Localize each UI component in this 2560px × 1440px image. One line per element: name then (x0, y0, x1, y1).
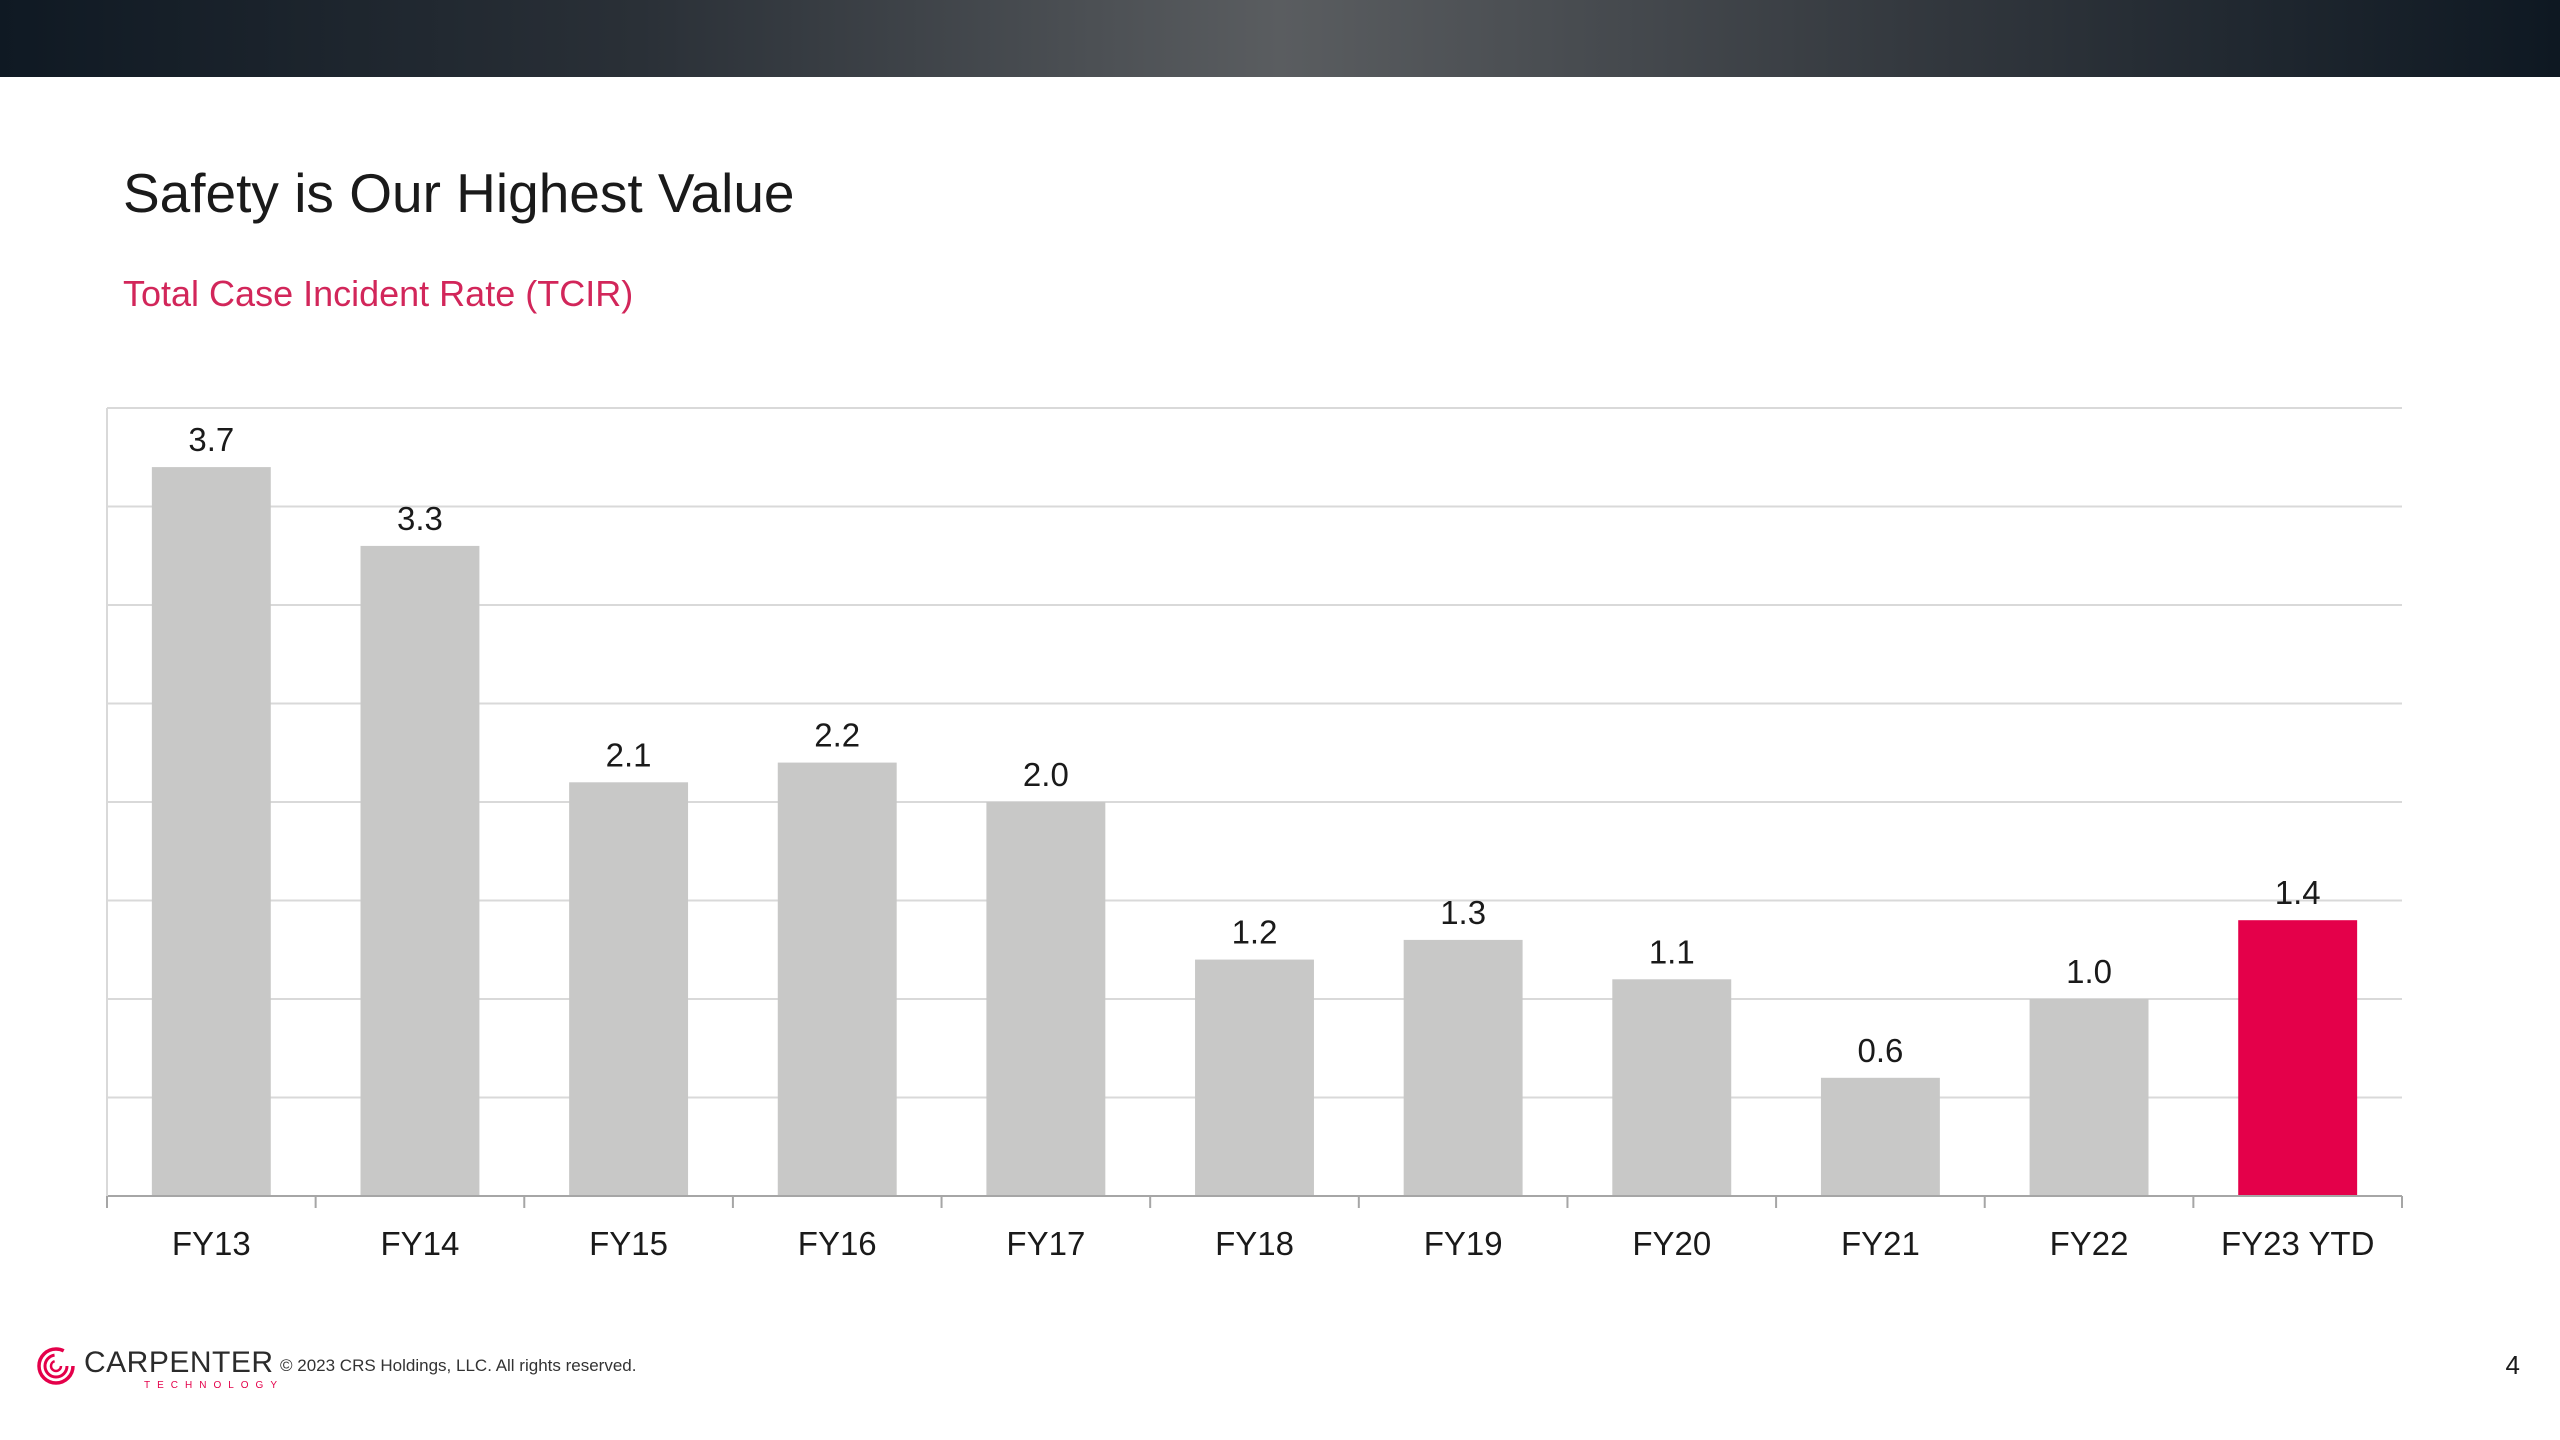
bars (151, 467, 2358, 1197)
bar-fy17 (986, 802, 1106, 1196)
data-label: 1.3 (1440, 894, 1486, 931)
x-tick-label: FY19 (1424, 1225, 1503, 1262)
bar-fy20 (1612, 979, 1732, 1196)
carpenter-swirl-icon (37, 1347, 75, 1385)
data-label: 2.0 (1023, 756, 1069, 793)
footer: CARPENTER TECHNOLOGY © 2023 CRS Holdings… (36, 1340, 2536, 1396)
data-label: 3.3 (397, 500, 443, 537)
x-tick-label: FY17 (1006, 1225, 1085, 1262)
top-header-band (0, 0, 2560, 77)
bar-fy16 (777, 762, 897, 1196)
x-tick-label: FY18 (1215, 1225, 1294, 1262)
data-label: 1.0 (2066, 953, 2112, 990)
x-tick-label: FY15 (589, 1225, 668, 1262)
company-name: CARPENTER (84, 1346, 274, 1379)
bar-fy13 (151, 467, 271, 1197)
data-label: 2.1 (606, 736, 652, 773)
page-number: 4 (2505, 1350, 2520, 1380)
carpenter-logo: CARPENTER TECHNOLOGY (36, 1340, 277, 1396)
copyright-notice: © 2023 CRS Holdings, LLC. All rights res… (280, 1356, 637, 1375)
x-tick-label: FY21 (1841, 1225, 1920, 1262)
x-tick-label: FY16 (798, 1225, 877, 1262)
labels: 3.7 FY13 3.3 FY14 2.1 FY15 2.2 FY16 2.0 FY17 1.2 FY… (172, 421, 2375, 1262)
data-label: 0.6 (1857, 1032, 1903, 1069)
x-tick-label: FY23 YTD (2221, 1225, 2374, 1262)
chart-subtitle: Total Case Incident Rate (TCIR) (123, 273, 634, 314)
data-label: 2.2 (814, 717, 860, 754)
slide-title: Safety is Our Highest Value (123, 162, 795, 224)
x-tick-label: FY13 (172, 1225, 251, 1262)
bar-fy19 (1403, 939, 1523, 1196)
tcir-bar-chart: 3.7 FY13 3.3 FY14 2.1 FY15 2.2 FY16 2.0 FY17 1.2 FY… (106, 407, 2403, 1262)
bar-fy14 (360, 545, 480, 1196)
bar-fy15 (569, 782, 689, 1196)
bar-fy18 (1195, 959, 1314, 1196)
x-axis (106, 408, 2403, 1208)
data-label: 1.4 (2275, 874, 2321, 911)
x-tick-label: FY14 (381, 1225, 460, 1262)
data-label: 3.7 (188, 421, 234, 458)
bar-fy22 (2029, 999, 2149, 1196)
x-tick-label: FY20 (1632, 1225, 1711, 1262)
data-label: 1.1 (1649, 933, 1695, 970)
x-tick-label: FY22 (2050, 1225, 2129, 1262)
data-label: 1.2 (1232, 914, 1278, 951)
gridlines (107, 407, 2402, 1099)
bar-fy21 (1820, 1077, 1940, 1196)
company-tagline: TECHNOLOGY (144, 1380, 285, 1391)
bar-fy23-ytd (2238, 920, 2358, 1196)
